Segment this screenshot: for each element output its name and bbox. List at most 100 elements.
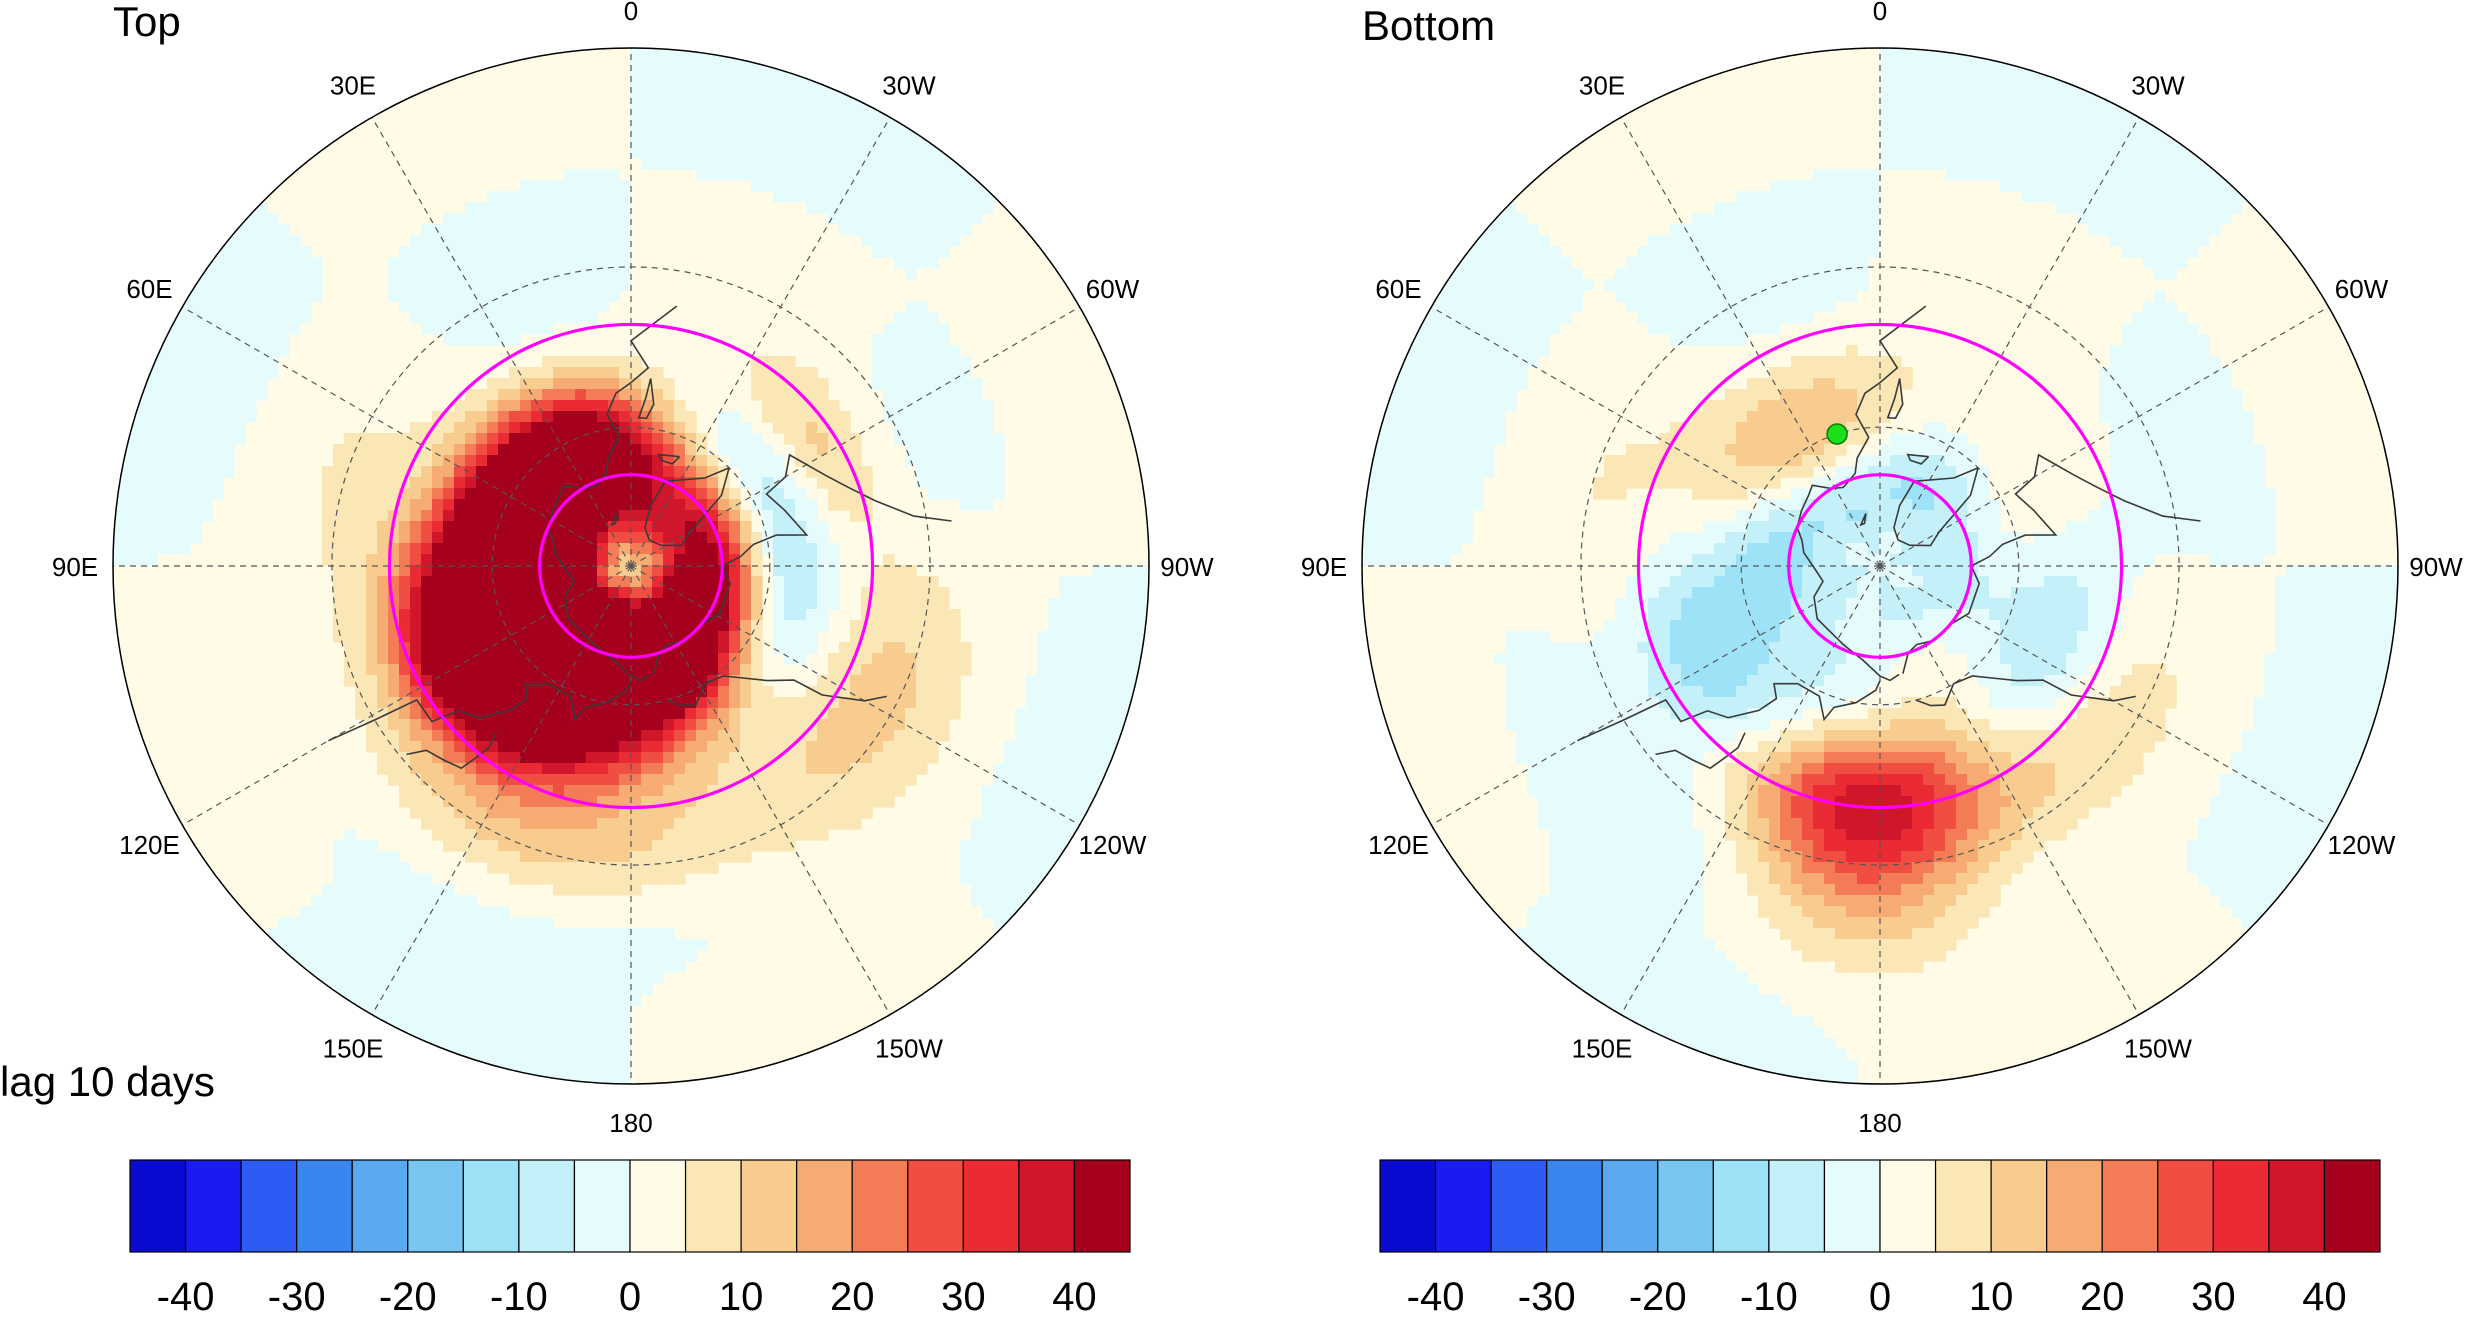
field-cell bbox=[234, 301, 246, 313]
field-cell bbox=[2011, 81, 2023, 93]
field-cell bbox=[1505, 301, 1517, 313]
field-cell bbox=[520, 587, 532, 599]
field-cell bbox=[2154, 356, 2166, 368]
field-cell bbox=[905, 565, 917, 577]
field-cell bbox=[410, 565, 422, 577]
field-cell bbox=[2110, 136, 2122, 148]
field-cell bbox=[1103, 664, 1115, 676]
field-cell bbox=[487, 389, 499, 401]
field-cell bbox=[718, 741, 730, 753]
field-cell bbox=[465, 411, 477, 423]
field-cell bbox=[366, 521, 378, 533]
field-cell bbox=[553, 301, 565, 313]
field-cell bbox=[1026, 708, 1038, 720]
field-cell bbox=[531, 1049, 543, 1061]
field-cell bbox=[817, 565, 829, 577]
field-cell bbox=[542, 488, 554, 500]
field-cell bbox=[795, 367, 807, 379]
field-cell bbox=[586, 378, 598, 390]
field-cell bbox=[399, 884, 411, 896]
field-cell bbox=[520, 994, 532, 1006]
field-cell bbox=[927, 345, 939, 357]
field-cell bbox=[1004, 763, 1016, 775]
field-cell bbox=[872, 213, 884, 225]
field-cell bbox=[377, 895, 389, 907]
field-cell bbox=[740, 576, 752, 588]
field-cell bbox=[311, 939, 323, 951]
field-cell bbox=[553, 367, 565, 379]
field-cell bbox=[465, 1027, 477, 1039]
field-cell bbox=[652, 565, 664, 577]
field-cell bbox=[1824, 268, 1836, 280]
field-cell bbox=[707, 862, 719, 874]
field-cell bbox=[399, 708, 411, 720]
field-cell bbox=[883, 356, 895, 368]
field-cell bbox=[1527, 301, 1539, 313]
field-cell bbox=[718, 488, 730, 500]
field-cell bbox=[366, 906, 378, 918]
field-cell bbox=[949, 455, 961, 467]
field-cell bbox=[1538, 268, 1550, 280]
field-cell bbox=[619, 840, 631, 852]
field-cell bbox=[751, 840, 763, 852]
field-cell bbox=[267, 213, 279, 225]
field-cell bbox=[663, 147, 675, 159]
field-cell bbox=[553, 400, 565, 412]
field-cell bbox=[806, 191, 818, 203]
field-cell bbox=[641, 532, 653, 544]
field-cell bbox=[1989, 125, 2001, 137]
field-cell bbox=[1956, 81, 1968, 93]
field-cell bbox=[938, 246, 950, 258]
field-cell bbox=[1912, 114, 1924, 126]
field-cell bbox=[432, 829, 444, 841]
field-cell bbox=[619, 389, 631, 401]
field-cell bbox=[157, 532, 169, 544]
field-cell bbox=[1004, 785, 1016, 797]
field-cell bbox=[1802, 235, 1814, 247]
field-cell bbox=[850, 180, 862, 192]
field-cell bbox=[432, 631, 444, 643]
field-cell bbox=[971, 455, 983, 467]
field-cell bbox=[762, 356, 774, 368]
field-cell bbox=[531, 477, 543, 489]
field-cell bbox=[1846, 345, 1858, 357]
field-cell bbox=[454, 972, 466, 984]
field-cell bbox=[333, 620, 345, 632]
field-cell bbox=[388, 268, 400, 280]
field-cell bbox=[575, 1005, 587, 1017]
field-cell bbox=[2110, 147, 2122, 159]
field-cell bbox=[1037, 873, 1049, 885]
field-cell bbox=[553, 279, 565, 291]
field-cell bbox=[465, 543, 477, 555]
field-cell bbox=[421, 444, 433, 456]
field-cell bbox=[377, 653, 389, 665]
field-cell bbox=[421, 961, 433, 973]
field-cell bbox=[916, 752, 928, 764]
field-cell bbox=[564, 433, 576, 445]
field-cell bbox=[597, 510, 609, 522]
field-cell bbox=[487, 752, 499, 764]
field-cell bbox=[927, 169, 939, 181]
field-cell bbox=[1890, 70, 1902, 82]
field-cell bbox=[531, 367, 543, 379]
field-cell bbox=[289, 312, 301, 324]
field-cell bbox=[1934, 81, 1946, 93]
field-cell bbox=[575, 972, 587, 984]
field-cell bbox=[1945, 70, 1957, 82]
field-cell bbox=[509, 191, 521, 203]
field-cell bbox=[784, 422, 796, 434]
field-cell bbox=[949, 378, 961, 390]
field-cell bbox=[1824, 356, 1836, 368]
field-cell bbox=[685, 774, 697, 786]
field-cell bbox=[619, 246, 631, 258]
field-cell bbox=[564, 543, 576, 555]
field-cell bbox=[355, 939, 367, 951]
field-cell bbox=[531, 807, 543, 819]
field-cell bbox=[883, 235, 895, 247]
field-cell bbox=[575, 257, 587, 269]
field-cell bbox=[135, 444, 147, 456]
field-cell bbox=[1505, 334, 1517, 346]
field-cell bbox=[531, 994, 543, 1006]
field-cell bbox=[740, 631, 752, 643]
field-cell bbox=[1637, 301, 1649, 313]
